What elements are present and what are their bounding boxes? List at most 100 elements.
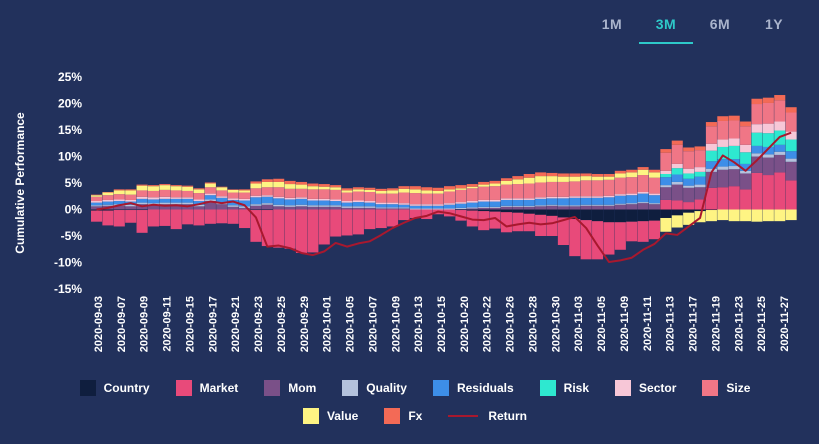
bar-segment-value: [227, 189, 239, 193]
bar-segment-sector: [728, 138, 740, 146]
bar-segment-mom: [284, 206, 296, 210]
bar-segment-mom: [512, 206, 524, 210]
bar-segment-value: [614, 173, 626, 178]
x-tick-label: 2020-10-20: [459, 296, 471, 352]
bar-segment-risk: [762, 133, 774, 147]
bar-segment-value: [250, 183, 262, 189]
bar-segment-mom: [193, 206, 205, 210]
bar-segment-size: [728, 120, 740, 139]
bar-segment-risk: [740, 152, 752, 164]
bar-segment-market: [364, 209, 376, 230]
bar-segment-mom: [352, 207, 364, 210]
x-tick-label: 2020-09-09: [139, 296, 151, 352]
bar-segment-quality: [375, 207, 387, 209]
bar-segment-fx: [569, 173, 581, 177]
bar-segment-fx: [341, 188, 353, 191]
legend-item-size[interactable]: Size: [702, 380, 750, 396]
range-tab-3m[interactable]: 3M: [639, 14, 693, 44]
bar-segment-residuals: [193, 201, 205, 205]
legend-swatch: [448, 415, 479, 417]
legend-label: Sector: [639, 381, 677, 395]
return-line-group: [96, 131, 792, 263]
bar-segment-quality: [432, 208, 444, 210]
bar-segment-market: [421, 209, 433, 220]
bar-segment-residuals: [535, 198, 547, 206]
bar-segment-country: [648, 209, 661, 221]
range-tab-6m[interactable]: 6M: [709, 16, 731, 32]
bar-segment-market: [250, 210, 262, 242]
bar-segment-country: [261, 209, 273, 211]
bar-segment-market: [227, 209, 239, 224]
legend-item-fx[interactable]: Fx: [384, 408, 422, 424]
range-tab-1m[interactable]: 1M: [601, 16, 623, 32]
x-tick-label: 2020-09-25: [276, 296, 288, 352]
legend-item-risk[interactable]: Risk: [539, 380, 589, 396]
bar-segment-fx: [648, 169, 661, 173]
bar-segment-mom: [250, 205, 262, 210]
bar-segment-mom: [478, 207, 490, 210]
bar-segment-value: [91, 195, 103, 197]
bar-segment-residuals: [409, 205, 421, 209]
legend-item-residuals[interactable]: Residuals: [432, 380, 514, 396]
bar-segment-mom: [500, 206, 512, 210]
bar-segment-fx: [751, 98, 763, 105]
bar-segment-quality: [204, 199, 216, 202]
bar-segment-sector: [375, 202, 387, 205]
bar-segment-residuals: [432, 205, 444, 209]
x-tick-label: 2020-10-15: [436, 296, 448, 352]
bar-segment-sector: [409, 204, 421, 206]
bar-segment-sector: [182, 197, 194, 199]
bar-segment-market: [102, 210, 114, 226]
bar-segment-size: [364, 192, 376, 202]
x-tick-label: 2020-09-07: [116, 296, 128, 352]
bar-segment-quality: [136, 202, 148, 205]
bar-segment-sector: [717, 139, 729, 147]
legend-item-quality[interactable]: Quality: [342, 380, 407, 396]
bar-segment-value: [683, 212, 695, 225]
legend-item-mom[interactable]: Mom: [264, 380, 316, 396]
bar-segment-size: [147, 190, 159, 198]
bar-segment-quality: [603, 204, 615, 206]
bar-segment-residuals: [307, 200, 319, 206]
bar-segment-fx: [204, 182, 216, 184]
bar-segment-size: [387, 193, 399, 203]
range-tab-1y[interactable]: 1Y: [764, 16, 784, 32]
bar-segment-quality: [728, 166, 740, 170]
bar-segment-size: [113, 194, 125, 200]
x-tick-label: 2020-11-03: [573, 296, 585, 352]
bar-segment-value: [785, 209, 797, 221]
legend-item-value[interactable]: Value: [302, 408, 358, 424]
legend-label: Fx: [408, 409, 423, 423]
bar-segment-mom: [569, 206, 581, 210]
x-tick-label: 2020-11-13: [665, 296, 677, 352]
legend-item-return[interactable]: Return: [448, 408, 527, 424]
legend-item-market[interactable]: Market: [175, 380, 238, 396]
bar-segment-sector: [102, 199, 114, 202]
bar-segment-value: [113, 190, 125, 195]
legend-item-sector[interactable]: Sector: [615, 380, 676, 396]
bar-segment-fx: [364, 187, 376, 190]
bar-segment-market: [170, 209, 182, 230]
bar-segment-sector: [535, 197, 547, 199]
bar-segment-quality: [683, 185, 695, 188]
bar-segment-value: [318, 186, 330, 190]
legend-item-country[interactable]: Country: [79, 380, 150, 396]
bar-segment-market: [193, 209, 205, 226]
bar-segment-quality: [478, 206, 490, 208]
bar-segment-size: [614, 177, 626, 195]
bar-segment-mom: [295, 206, 308, 210]
bar-segment-mom: [626, 204, 638, 210]
bar-segment-sector: [398, 203, 410, 205]
bar-segment-residuals: [113, 201, 125, 205]
bar-segment-country: [250, 209, 262, 211]
bar-segment-value: [671, 215, 683, 228]
bar-segment-fx: [182, 185, 194, 187]
bar-segment-size: [307, 189, 319, 199]
bar-segment-value: [648, 172, 661, 178]
bar-segment-sector: [250, 195, 262, 198]
bar-segment-value: [512, 179, 524, 185]
bar-segment-size: [352, 191, 364, 201]
bar-segment-market: [740, 189, 752, 210]
bar-segment-size: [159, 189, 171, 197]
